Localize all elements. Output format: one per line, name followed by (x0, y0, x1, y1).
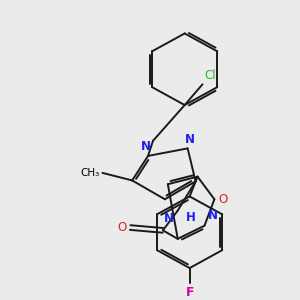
Text: H: H (186, 211, 196, 224)
Text: N: N (164, 212, 174, 226)
Text: O: O (218, 193, 228, 206)
Text: N: N (184, 133, 195, 146)
Text: F: F (185, 286, 194, 299)
Text: N: N (141, 140, 151, 153)
Text: O: O (117, 221, 126, 234)
Text: Cl: Cl (205, 69, 216, 82)
Text: CH₃: CH₃ (80, 168, 100, 178)
Text: N: N (208, 209, 218, 222)
